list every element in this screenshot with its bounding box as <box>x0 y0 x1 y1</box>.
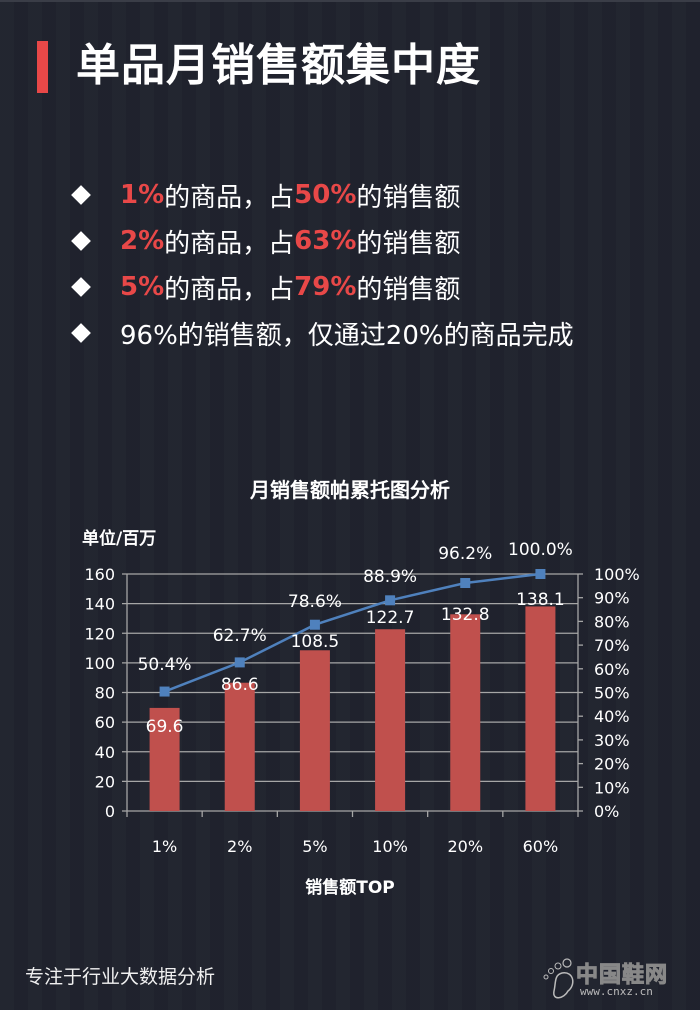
bar <box>299 650 330 811</box>
y-left-tick-label: 140 <box>84 595 115 614</box>
logo-text: 中国鞋网 <box>575 963 669 989</box>
highlight-value: 5% <box>120 272 165 302</box>
footprint-icon <box>543 958 574 999</box>
x-tick-label: 1% <box>152 837 177 856</box>
x-tick-label: 5% <box>302 837 327 856</box>
bar <box>450 614 481 811</box>
y-left-tick-label: 60 <box>95 713 115 732</box>
top-border <box>0 0 700 2</box>
y-right-tick-label: 10% <box>594 778 630 797</box>
cumulative-line <box>164 572 541 693</box>
bar-value-label: 86.6 <box>221 675 259 695</box>
y-right-tick-label: 100% <box>594 565 640 584</box>
line-marker <box>309 619 320 630</box>
bar <box>224 682 255 811</box>
y-right-tick-label: 40% <box>594 707 630 726</box>
bullet-item: 1% 的商品，占 50% 的销售额 <box>70 172 574 218</box>
chart-title: 月销售额帕累托图分析 <box>250 478 450 502</box>
line-marker <box>535 569 546 579</box>
bullet-text: 的商品，占 <box>164 182 295 213</box>
highlight-value: 50% <box>294 180 357 210</box>
bar <box>375 629 406 811</box>
line-marker <box>460 578 471 589</box>
logo-url: www.cnxz.cn <box>580 985 653 998</box>
bar <box>149 707 180 811</box>
line-value-label: 88.9% <box>363 567 417 587</box>
y-right-tick-label: 70% <box>594 636 630 655</box>
y-right-tick-label: 60% <box>594 660 630 679</box>
x-axis-label: 销售额TOP <box>305 878 395 898</box>
bar <box>525 606 556 811</box>
bullet-item: 2% 的商品，占 63% 的销售额 <box>70 218 574 264</box>
highlight-value: 2% <box>120 226 165 256</box>
bullet-text: 的商品，占 <box>164 274 295 305</box>
bar-value-label: 138.1 <box>516 590 565 610</box>
bar-value-label: 69.6 <box>146 717 184 737</box>
page-title: 单品月销售额集中度 <box>76 40 481 91</box>
y-right-tick-label: 50% <box>594 684 630 703</box>
line-value-label: 78.6% <box>288 592 342 612</box>
y-right-tick-label: 30% <box>594 731 630 750</box>
bullet-item: 96%的销售额，仅通过20%的商品完成 <box>70 310 574 356</box>
y-right-tick-label: 20% <box>594 755 630 774</box>
y-left-tick-label: 20 <box>95 772 115 791</box>
highlight-value: 1% <box>120 180 165 210</box>
y-axis-unit-label: 单位/百万 <box>82 529 157 549</box>
line-value-label: 100.0% <box>508 540 573 560</box>
title-accent-bar <box>37 41 48 93</box>
line-marker <box>385 595 396 606</box>
x-tick-label: 60% <box>523 837 559 856</box>
bar-value-label: 122.7 <box>366 608 415 628</box>
y-right-tick-label: 80% <box>594 612 630 631</box>
y-right-tick-label: 90% <box>594 589 630 608</box>
bullet-text: 的销售额 <box>356 182 461 213</box>
y-right-tick-label: 0% <box>594 802 619 821</box>
y-left-tick-label: 120 <box>84 624 115 643</box>
y-left-tick-label: 40 <box>95 743 115 762</box>
bullet-list: 1% 的商品，占 50% 的销售额 2% 的商品，占 63% 的销售额 5% 的… <box>70 172 574 356</box>
y-left-tick-label: 100 <box>84 654 115 673</box>
line-marker <box>159 686 170 697</box>
bullet-text: 的销售额 <box>356 228 461 259</box>
y-left-tick-label: 0 <box>105 802 115 821</box>
bar-value-label: 108.5 <box>291 632 340 652</box>
highlight-value: 79% <box>294 272 357 302</box>
bar-value-label: 132.8 <box>441 605 490 625</box>
y-left-tick-label: 160 <box>84 565 115 584</box>
highlight-value: 63% <box>294 226 357 256</box>
x-tick-label: 10% <box>372 837 408 856</box>
bullet-item: 5% 的商品，占 79% 的销售额 <box>70 264 574 310</box>
line-value-label: 62.7% <box>213 626 267 646</box>
footer-tagline: 专注于行业大数据分析 <box>25 966 216 988</box>
line-value-label: 96.2% <box>438 544 492 564</box>
x-tick-label: 20% <box>447 837 483 856</box>
site-logo: 中国鞋网 www.cnxz.cn <box>540 955 690 1005</box>
bullet-text: 的销售额 <box>356 274 461 305</box>
line-marker <box>234 657 245 668</box>
line-value-label: 50.4% <box>138 655 192 675</box>
bullet-text: 的商品，占 <box>164 228 295 259</box>
bullet-text: 96%的销售额，仅通过20%的商品完成 <box>120 320 574 351</box>
y-left-tick-label: 80 <box>95 684 115 703</box>
x-tick-label: 2% <box>227 837 252 856</box>
